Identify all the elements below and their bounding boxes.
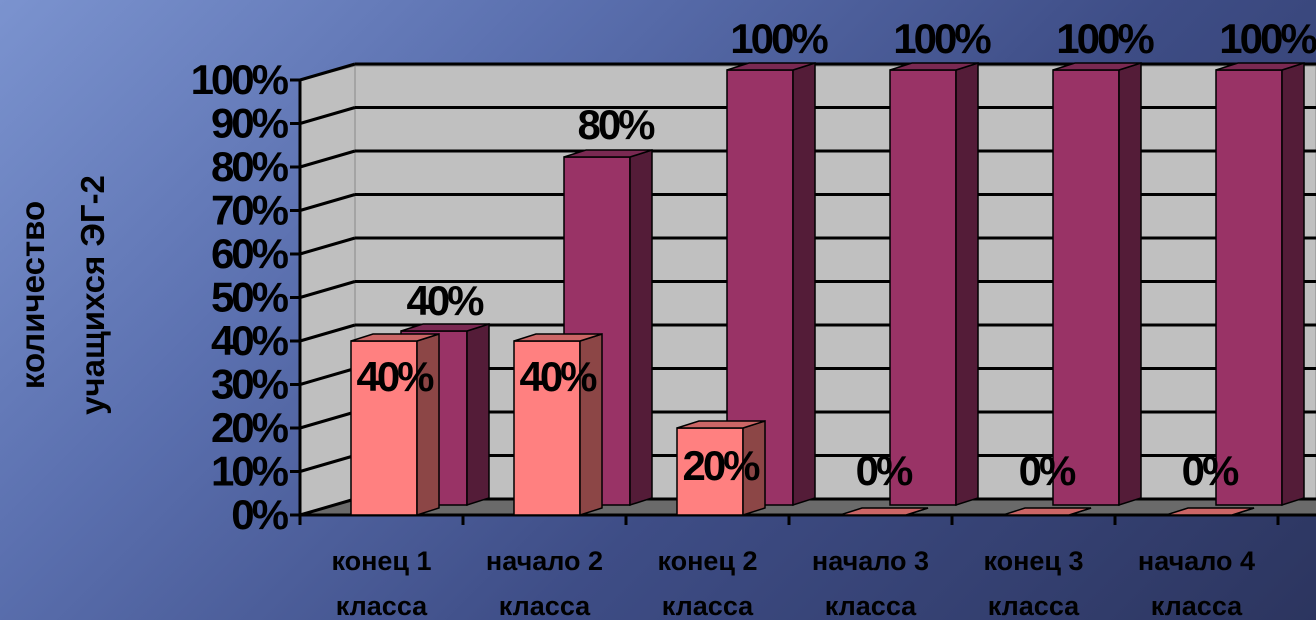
bar-front	[676, 427, 744, 516]
grid-line-side	[299, 280, 356, 299]
bar	[350, 332, 440, 517]
bar	[839, 507, 929, 516]
bar-top	[513, 333, 603, 342]
bar-side	[792, 61, 816, 507]
x-tick-label: начало 2 класса	[486, 546, 603, 620]
bar-side	[1118, 61, 1142, 507]
grid-line-side	[299, 62, 356, 82]
grid-line-side	[299, 323, 356, 343]
bars	[350, 61, 1305, 517]
data-label: 80%	[577, 101, 655, 148]
bar-top	[400, 323, 490, 332]
bar-front	[889, 69, 957, 506]
grid-line-side	[299, 193, 356, 212]
grid-line-side	[299, 410, 356, 430]
bar-side	[955, 61, 979, 507]
bar-top	[1052, 62, 1142, 71]
bar	[1215, 61, 1305, 507]
bar-top	[726, 62, 816, 71]
y-tick-label: 10%	[211, 448, 289, 495]
y-tick-label: 100%	[191, 56, 289, 103]
grid-line-side	[299, 454, 356, 473]
data-label: 0%	[1182, 447, 1239, 494]
data-label: 40%	[356, 353, 434, 400]
x-tick-label: конец 3 класса	[983, 546, 1083, 620]
bar-front	[350, 340, 418, 516]
bar-top	[350, 333, 440, 342]
bar-top	[839, 507, 929, 516]
x-tick-label: начало 3 класса	[812, 546, 929, 620]
bar-front	[1215, 69, 1283, 506]
y-tick-label: 50%	[211, 274, 289, 321]
data-label: 100%	[730, 15, 828, 62]
bar-side	[629, 148, 653, 507]
data-labels: 40% 40% 20% 0% 0% 0% 40% 80% 100% 100% 100% 100%	[356, 15, 1316, 494]
bar	[1002, 507, 1092, 516]
grid-line-side	[299, 497, 356, 517]
grid-line-side	[299, 149, 356, 169]
bar	[889, 61, 979, 507]
y-tick-label: 60%	[211, 230, 289, 277]
data-label: 100%	[1219, 15, 1316, 62]
bar-front	[1052, 69, 1120, 506]
y-tick-label: 70%	[211, 187, 289, 234]
x-tick-label: начало 4 класса	[1138, 546, 1255, 620]
axes: 0%10%20%30%40%50%60%70%80%90%100%конец 1…	[191, 56, 1316, 620]
y-tick-label: 20%	[211, 404, 289, 451]
y-tick-label: 30%	[211, 361, 289, 408]
bar-side	[1281, 61, 1305, 507]
bar-side	[466, 322, 490, 507]
data-label: 40%	[406, 277, 484, 324]
bar-top	[1165, 507, 1255, 516]
data-label: 100%	[1056, 15, 1154, 62]
data-label: 0%	[856, 447, 913, 494]
y-tick-label: 80%	[211, 143, 289, 190]
y-tick-label: 40%	[211, 317, 289, 364]
y-tick-label: 0%	[231, 491, 288, 538]
bar	[1052, 61, 1142, 507]
grid-line-side	[299, 236, 356, 256]
x-tick-label: конец 2 класса	[657, 546, 757, 620]
x-tick-label: конец 1 класса	[331, 546, 431, 620]
y-tick-label: 90%	[211, 100, 289, 147]
bar-top	[889, 62, 979, 71]
bar-top	[563, 149, 653, 158]
y-axis-title: количество учащихся ЭГ-2	[14, 175, 111, 415]
y-axis-title-line: учащихся ЭГ-2	[74, 175, 111, 415]
bar	[513, 332, 603, 517]
data-label: 20%	[682, 442, 760, 489]
data-label: 100%	[893, 15, 991, 62]
bar-top	[676, 420, 766, 429]
grid-line-side	[299, 367, 356, 386]
bar-top	[1002, 507, 1092, 516]
data-label: 40%	[519, 353, 597, 400]
y-axis-title-line: количество	[14, 201, 51, 389]
data-label: 0%	[1019, 447, 1076, 494]
bar	[1165, 507, 1255, 516]
grid-line-side	[299, 106, 356, 125]
bar	[676, 419, 766, 517]
bar-top	[1215, 62, 1305, 71]
